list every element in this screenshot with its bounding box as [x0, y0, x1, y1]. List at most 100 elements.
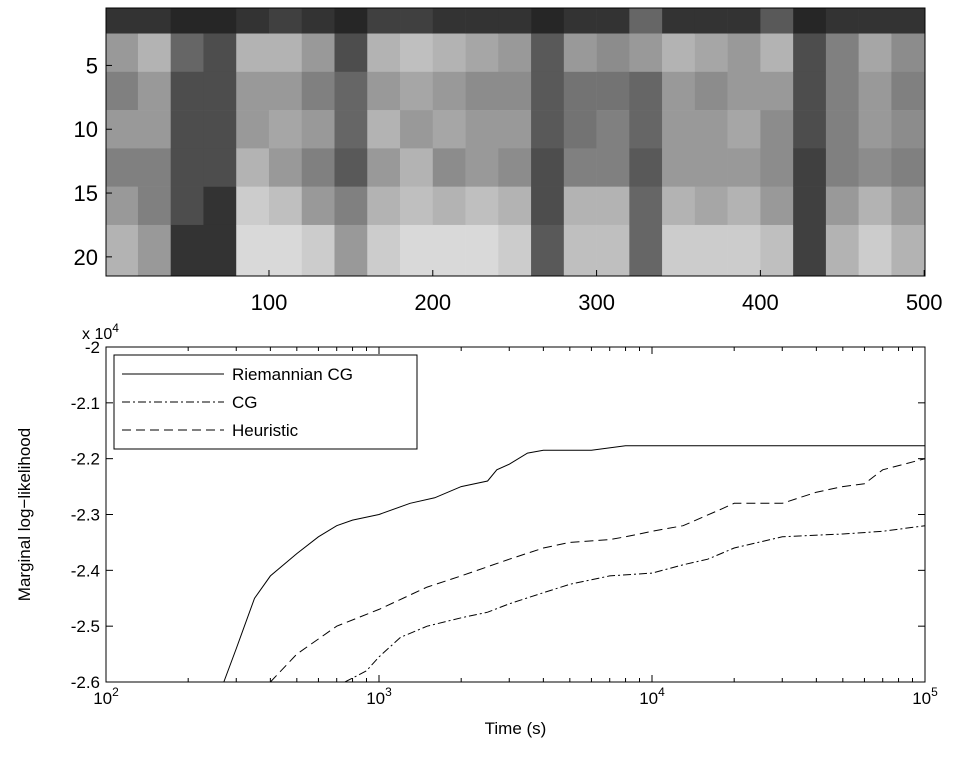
heat-cell [334, 8, 368, 34]
heat-cell [334, 33, 368, 73]
heat-cell [170, 186, 204, 226]
x-tick-exponent: 3 [385, 685, 392, 699]
heat-cell [793, 33, 827, 73]
heat-cell [498, 224, 532, 277]
x-tick-base: 10 [366, 689, 385, 708]
x-tick-base: 10 [912, 689, 931, 708]
heat-cell [891, 224, 926, 277]
heat-cell [793, 110, 827, 149]
x-tick-label: 105 [912, 685, 938, 708]
heat-cell [629, 186, 663, 226]
heat-cell [236, 71, 270, 111]
heat-cell [203, 186, 237, 226]
heat-cell [498, 186, 532, 226]
series-line [270, 458, 925, 682]
heat-cell [334, 186, 368, 226]
heat-cell [367, 224, 401, 277]
heat-cell [629, 148, 663, 187]
heat-cell [793, 224, 827, 277]
heat-cell [137, 224, 172, 277]
heat-cell [891, 33, 926, 73]
heat-cell [137, 148, 172, 187]
plot-frame [105, 7, 926, 277]
heat-cell [334, 110, 368, 149]
heat-cell [170, 33, 204, 73]
heat-cell [465, 110, 499, 149]
heat-cell [825, 148, 859, 187]
heat-cell [563, 224, 597, 277]
heat-cell [858, 224, 892, 277]
heat-cell [662, 8, 696, 34]
heat-cell [891, 186, 926, 226]
heat-cell [301, 186, 335, 226]
x-tick-base: 10 [639, 689, 658, 708]
heat-cell [301, 224, 335, 277]
heat-cell [662, 148, 696, 187]
heat-cell [170, 8, 204, 34]
legend-box [113, 354, 418, 450]
heat-cell [432, 8, 466, 34]
heat-cell [727, 71, 761, 111]
heat-cell [465, 8, 499, 34]
heat-cell [662, 71, 696, 111]
heat-cell [498, 8, 532, 34]
y-multiplier: x 104 [82, 321, 119, 343]
heat-cell [400, 71, 434, 111]
heat-cell [793, 148, 827, 187]
y-tick-label: 10 [74, 117, 98, 142]
heat-cell [563, 33, 597, 73]
heat-cell [891, 8, 926, 34]
heat-cell [825, 8, 859, 34]
heat-cell [662, 224, 696, 277]
heat-cell [760, 186, 794, 226]
heat-cell [432, 186, 466, 226]
heat-cell [400, 110, 434, 149]
heat-cell [367, 148, 401, 187]
heat-cell [137, 33, 172, 73]
heat-cell [793, 71, 827, 111]
heat-cell [203, 8, 237, 34]
x-tick-label: 500 [906, 290, 943, 315]
heat-cell [694, 33, 728, 73]
heat-cell [301, 110, 335, 149]
heat-cell [236, 8, 270, 34]
heat-cell [268, 224, 303, 277]
heat-cell [106, 148, 139, 187]
heat-cell [694, 8, 728, 34]
heat-cell [662, 186, 696, 226]
heat-cell [858, 148, 892, 187]
heat-cell [334, 71, 368, 111]
heat-cell [596, 8, 630, 34]
heat-cell [563, 148, 597, 187]
heat-cell [268, 110, 303, 149]
heat-cell [236, 110, 270, 149]
x-tick-base: 10 [93, 689, 112, 708]
heat-cell [891, 148, 926, 187]
legend-label: Heuristic [232, 421, 299, 440]
heat-cell [465, 224, 499, 277]
legend-label: Riemannian CG [232, 365, 353, 384]
heat-cell [760, 148, 794, 187]
heat-cell [400, 224, 434, 277]
heat-cell [596, 186, 630, 226]
heat-cell [596, 110, 630, 149]
heat-cell [498, 33, 532, 73]
heat-cell [694, 148, 728, 187]
heat-cell [531, 8, 565, 34]
x-tick-label: 104 [639, 685, 665, 708]
heat-cell [367, 8, 401, 34]
heat-cell [727, 148, 761, 187]
x-tick-label: 300 [578, 290, 615, 315]
heat-cell [825, 110, 859, 149]
heat-cell [203, 33, 237, 73]
y-tick-label: -2.3 [71, 506, 100, 525]
heat-cell [727, 186, 761, 226]
heat-cell [106, 186, 139, 226]
heat-cell [268, 186, 303, 226]
heat-cell [432, 148, 466, 187]
heat-cell [301, 33, 335, 73]
y-tick-label: -2.1 [71, 394, 100, 413]
y-axis-label: Marginal log−likelihood [15, 428, 34, 601]
y-tick-label: 20 [74, 245, 98, 270]
